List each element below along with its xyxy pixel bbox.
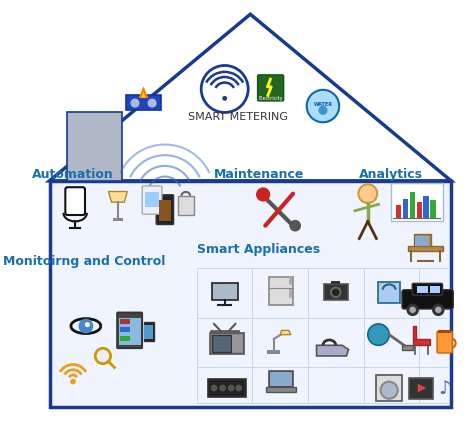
Text: Maintenance: Maintenance: [214, 168, 304, 181]
Bar: [266, 387, 296, 392]
Bar: [145, 192, 159, 207]
Text: ♪: ♪: [438, 378, 451, 397]
Polygon shape: [49, 14, 451, 181]
Bar: [376, 375, 402, 401]
Circle shape: [257, 188, 270, 201]
Bar: [178, 196, 194, 215]
Circle shape: [331, 287, 341, 298]
Bar: [402, 345, 413, 350]
Bar: [113, 218, 123, 221]
Bar: [119, 319, 130, 324]
Bar: [232, 335, 242, 352]
Bar: [269, 371, 293, 387]
Circle shape: [436, 307, 441, 313]
Bar: [210, 333, 244, 354]
Polygon shape: [141, 91, 146, 98]
Circle shape: [433, 304, 444, 315]
Bar: [410, 192, 415, 218]
Bar: [67, 113, 122, 181]
Bar: [402, 199, 408, 218]
Bar: [438, 330, 451, 333]
Polygon shape: [139, 87, 148, 98]
Bar: [212, 335, 231, 352]
FancyBboxPatch shape: [257, 75, 283, 101]
FancyBboxPatch shape: [156, 195, 173, 224]
Circle shape: [210, 384, 218, 391]
Circle shape: [319, 107, 327, 114]
Bar: [210, 331, 239, 353]
Circle shape: [95, 348, 110, 364]
Circle shape: [407, 304, 418, 315]
Bar: [127, 95, 161, 111]
Bar: [417, 202, 422, 218]
Polygon shape: [109, 191, 128, 202]
Bar: [409, 246, 443, 251]
Circle shape: [71, 380, 75, 384]
Bar: [118, 317, 140, 345]
Bar: [208, 380, 246, 396]
Bar: [430, 200, 436, 218]
Bar: [270, 372, 292, 386]
Bar: [212, 283, 237, 301]
Bar: [119, 327, 130, 332]
Bar: [392, 183, 443, 221]
Bar: [145, 325, 154, 339]
Bar: [423, 196, 429, 218]
Text: Monitoirng and Control: Monitoirng and Control: [2, 255, 165, 268]
Bar: [413, 234, 430, 247]
FancyBboxPatch shape: [412, 283, 443, 295]
Bar: [417, 286, 428, 293]
Circle shape: [223, 97, 227, 100]
FancyBboxPatch shape: [117, 313, 142, 348]
Circle shape: [219, 384, 226, 391]
Bar: [267, 350, 280, 354]
Bar: [214, 335, 231, 350]
Bar: [159, 200, 171, 221]
Bar: [413, 339, 430, 345]
Circle shape: [236, 384, 242, 391]
FancyBboxPatch shape: [142, 186, 162, 214]
Text: SMART METERING: SMART METERING: [188, 112, 288, 122]
Circle shape: [85, 323, 89, 326]
Bar: [430, 286, 440, 293]
Circle shape: [148, 99, 156, 107]
FancyBboxPatch shape: [437, 331, 452, 353]
Text: WATER: WATER: [313, 102, 332, 107]
Bar: [144, 322, 154, 341]
Circle shape: [290, 221, 301, 231]
Bar: [413, 326, 416, 339]
Circle shape: [307, 90, 339, 122]
Bar: [269, 277, 293, 305]
Text: Smart Appliances: Smart Appliances: [197, 243, 320, 256]
Polygon shape: [317, 345, 348, 356]
Circle shape: [131, 99, 139, 107]
Bar: [119, 336, 130, 341]
Text: Electricity: Electricity: [258, 96, 283, 101]
Circle shape: [368, 324, 389, 345]
FancyBboxPatch shape: [402, 290, 453, 309]
Bar: [49, 181, 451, 407]
Bar: [331, 281, 340, 284]
Circle shape: [358, 184, 377, 203]
Bar: [396, 205, 401, 218]
Bar: [378, 282, 400, 303]
Text: Automation: Automation: [32, 168, 114, 181]
Bar: [409, 378, 433, 399]
Text: Analytics: Analytics: [359, 168, 423, 181]
Circle shape: [79, 319, 92, 333]
Bar: [415, 236, 429, 246]
Circle shape: [381, 381, 398, 399]
Circle shape: [201, 65, 248, 113]
Polygon shape: [418, 384, 426, 392]
Bar: [324, 284, 348, 301]
Circle shape: [333, 289, 339, 295]
Circle shape: [410, 307, 415, 313]
Polygon shape: [280, 330, 291, 335]
FancyBboxPatch shape: [65, 187, 85, 215]
Circle shape: [228, 384, 235, 391]
